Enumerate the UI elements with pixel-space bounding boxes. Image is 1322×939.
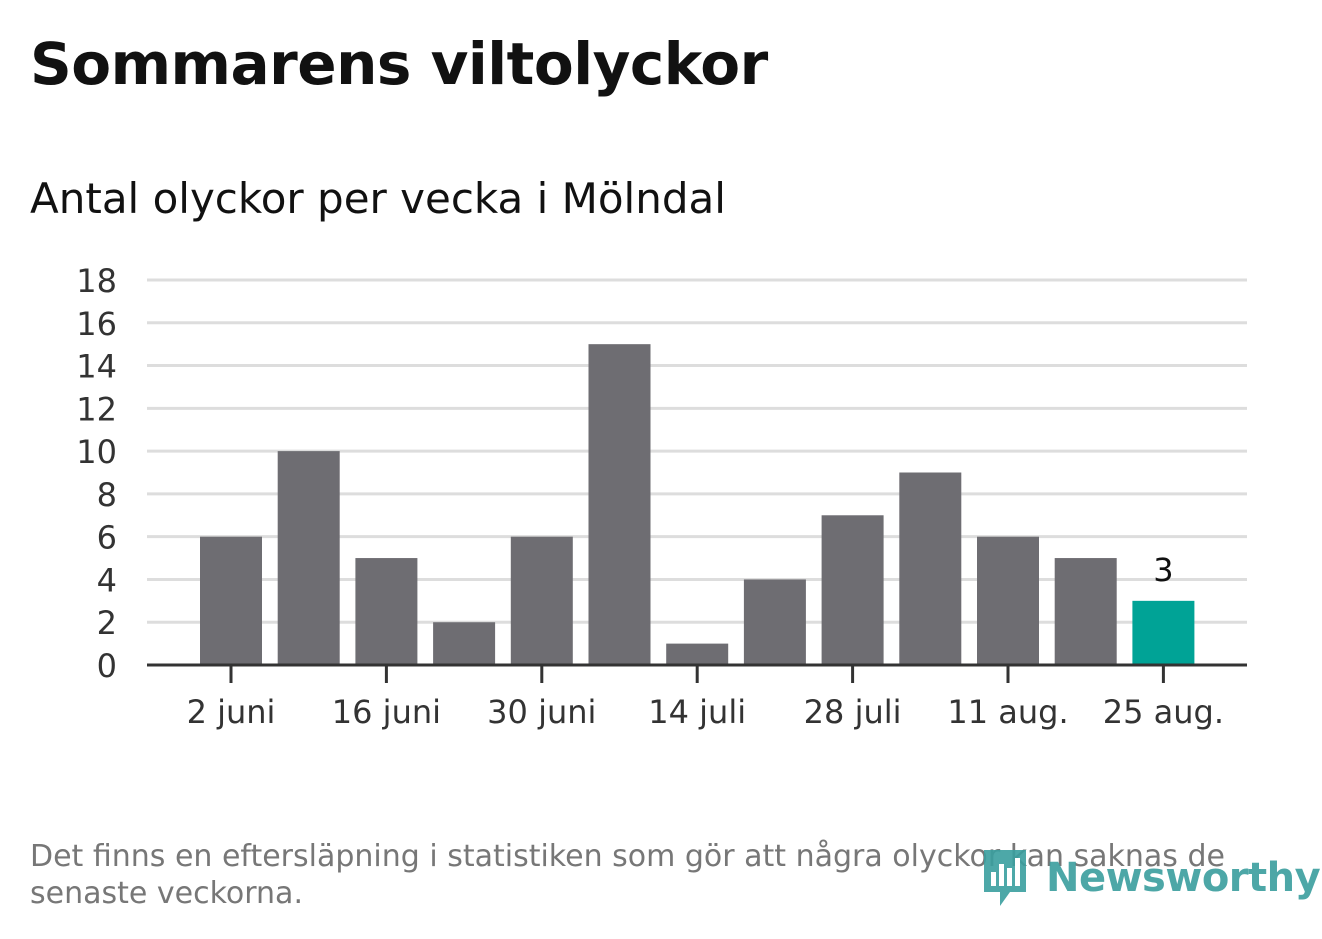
bar-4-aug (899, 472, 962, 665)
chart-title: Sommarens viltolyckor (30, 30, 768, 98)
bar-23-juni (433, 622, 496, 665)
bar-7-juli (588, 344, 651, 665)
bar-14-juli (666, 643, 729, 665)
y-tick-label: 4 (97, 561, 117, 599)
y-tick-label: 2 (97, 604, 117, 642)
x-axis-ticks: 2 juni 16 juni 30 juni 14 juli 28 juli 11 aug… (187, 665, 1224, 731)
y-tick-label: 8 (97, 476, 117, 514)
x-tick-label: 28 juli (804, 693, 902, 731)
y-tick-label: 18 (76, 262, 117, 300)
chart-subtitle: Antal olyckor per vecka i Mölndal (30, 174, 726, 223)
y-tick-label: 14 (76, 348, 117, 386)
bar-chart: 0 2 4 6 8 10 12 14 16 18 2 juni 16 juni 30 juni 14 j… (76, 262, 1247, 731)
x-tick-label: 16 juni (332, 693, 441, 731)
y-tick-label: 10 (76, 433, 117, 471)
data-label: 3 (1153, 551, 1173, 589)
x-tick-label: 25 aug. (1103, 693, 1224, 731)
bar-11-aug (977, 536, 1039, 665)
y-tick-label: 16 (76, 305, 117, 343)
x-tick-label: 30 juni (487, 693, 596, 731)
x-tick-label: 14 juli (648, 693, 746, 731)
bar-30-juni (510, 536, 573, 665)
bar-18-aug (1054, 558, 1117, 665)
bar-21-juli (743, 579, 806, 665)
bar-2-juni (200, 536, 262, 665)
y-tick-label: 0 (97, 647, 117, 685)
bars (200, 344, 1195, 665)
x-tick-label: 11 aug. (947, 693, 1068, 731)
bar-16-juni (355, 558, 418, 665)
bar-9-juni (277, 451, 340, 665)
logo-text: Newsworthy (1046, 855, 1321, 901)
bar-25-aug (1132, 600, 1195, 665)
y-tick-label: 12 (76, 390, 117, 428)
chart-speech-bubble-icon (984, 850, 1026, 906)
x-tick-label: 2 juni (187, 693, 276, 731)
newsworthy-logo: Newsworthy (980, 846, 1321, 910)
data-labels: 3 (1153, 551, 1173, 589)
bar-28-juli (821, 515, 884, 665)
y-tick-label: 6 (97, 519, 117, 557)
y-axis-ticks: 0 2 4 6 8 10 12 14 16 18 (76, 262, 117, 685)
